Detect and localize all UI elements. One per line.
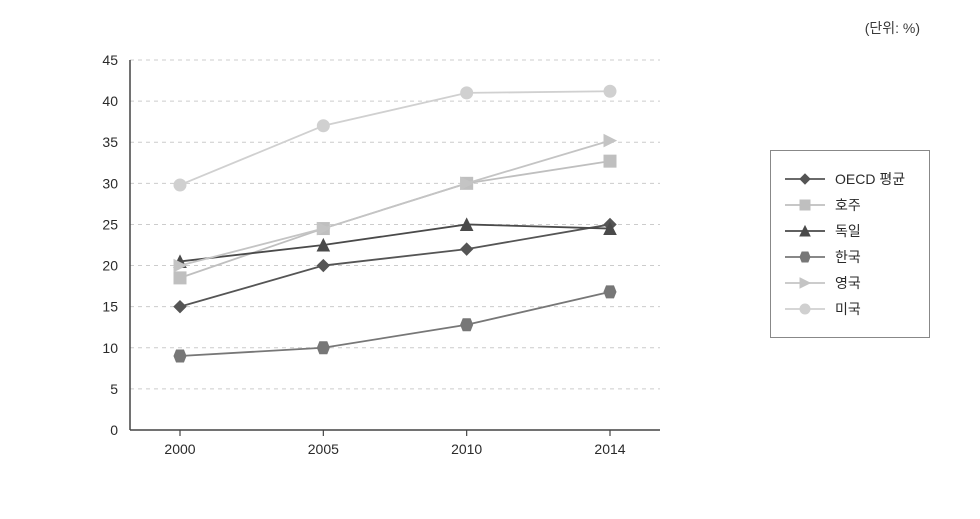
- legend-marker-icon: [785, 172, 825, 186]
- legend-label: OECD 평균: [835, 169, 905, 189]
- legend-marker-icon: [785, 250, 825, 264]
- legend-label: 미국: [835, 299, 861, 319]
- unit-label: (단위: %): [865, 18, 920, 38]
- legend-marker-icon: [785, 302, 825, 316]
- svg-text:15: 15: [102, 299, 118, 315]
- svg-text:25: 25: [102, 216, 118, 232]
- legend-item: 미국: [785, 299, 915, 319]
- svg-text:30: 30: [102, 175, 118, 191]
- svg-text:0: 0: [110, 422, 118, 438]
- legend-marker-icon: [785, 224, 825, 238]
- svg-text:35: 35: [102, 134, 118, 150]
- legend-item: OECD 평균: [785, 169, 915, 189]
- legend-item: 영국: [785, 273, 915, 293]
- legend-item: 한국: [785, 247, 915, 267]
- legend: OECD 평균호주독일한국영국미국: [770, 150, 930, 338]
- svg-text:45: 45: [102, 52, 118, 68]
- svg-text:2010: 2010: [451, 441, 482, 457]
- svg-text:40: 40: [102, 93, 118, 109]
- svg-text:5: 5: [110, 381, 118, 397]
- legend-marker-icon: [785, 276, 825, 290]
- svg-text:20: 20: [102, 258, 118, 274]
- svg-text:2005: 2005: [308, 441, 339, 457]
- svg-text:2014: 2014: [594, 441, 625, 457]
- line-chart: 0 5 10 15 20 25 30 35 40 45 2000 2005 2010 2014: [60, 50, 700, 480]
- legend-label: 영국: [835, 273, 861, 293]
- legend-label: 한국: [835, 247, 861, 267]
- svg-text:10: 10: [102, 340, 118, 356]
- legend-marker-icon: [785, 198, 825, 212]
- legend-label: 독일: [835, 221, 861, 241]
- svg-text:2000: 2000: [164, 441, 195, 457]
- legend-label: 호주: [835, 195, 861, 215]
- legend-item: 호주: [785, 195, 915, 215]
- legend-item: 독일: [785, 221, 915, 241]
